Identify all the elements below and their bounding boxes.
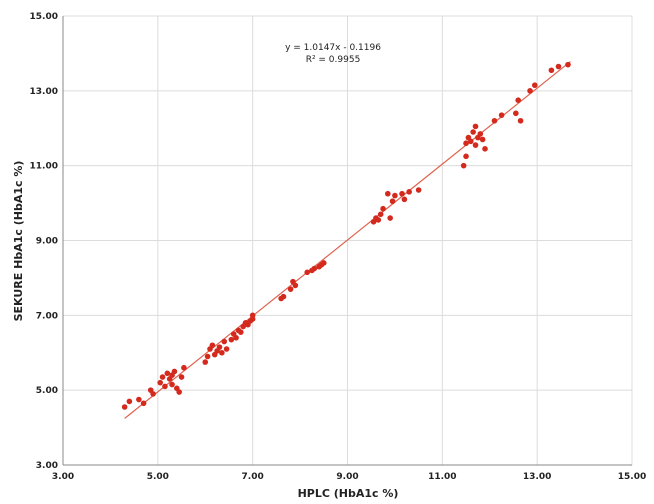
x-tick-label: 15.00 (618, 472, 646, 482)
data-point (513, 110, 519, 117)
data-point (470, 129, 476, 135)
x-tick-label: 13.00 (523, 472, 551, 482)
data-point (202, 359, 209, 365)
y-tick-label: 13.00 (30, 87, 58, 97)
data-point (375, 217, 382, 223)
data-point (136, 396, 142, 403)
data-point (548, 67, 555, 74)
data-point (311, 265, 318, 272)
data-point (477, 131, 484, 137)
y-tick-label: 9.00 (36, 237, 58, 247)
data-point (249, 312, 256, 319)
data-point (233, 334, 239, 341)
data-point (406, 189, 412, 195)
data-point (479, 136, 486, 143)
data-point (140, 400, 147, 407)
y-axis-label: SEKURE HbA1c (HbA1c %) (12, 161, 25, 322)
data-point (555, 63, 562, 70)
data-point (472, 142, 479, 148)
data-point (565, 61, 571, 68)
data-point (498, 112, 505, 118)
data-point (223, 346, 230, 352)
data-point (121, 404, 128, 410)
data-point (162, 383, 168, 390)
y-tick-label: 11.00 (30, 162, 58, 172)
x-tick-label: 11.00 (428, 472, 456, 482)
y-tick-label: 7.00 (36, 311, 58, 321)
data-point (527, 88, 533, 94)
data-point (280, 293, 287, 300)
data-point (482, 146, 488, 152)
data-point (463, 153, 469, 160)
data-point (181, 364, 187, 371)
data-point (287, 286, 294, 292)
data-point (292, 282, 299, 289)
y-tick-label: 15.00 (30, 12, 58, 22)
data-points (121, 61, 571, 410)
data-point (219, 349, 225, 356)
data-point (320, 260, 327, 266)
data-point (216, 344, 223, 350)
data-point (399, 190, 405, 197)
x-axis-label: HPLC (HbA1c %) (298, 487, 399, 500)
data-point (463, 140, 469, 147)
x-tick-label: 5.00 (147, 472, 169, 482)
axes (62, 16, 632, 466)
y-tick-label: 3.00 (36, 461, 58, 471)
data-point (531, 82, 538, 89)
data-point (385, 190, 391, 197)
data-point (164, 370, 171, 377)
data-point (126, 398, 133, 405)
data-point (491, 117, 498, 124)
data-point (380, 205, 386, 212)
data-point (517, 117, 524, 124)
gridlines (62, 15, 633, 466)
data-point (204, 353, 211, 360)
x-tick-label: 3.00 (52, 472, 74, 482)
data-point (221, 338, 228, 345)
data-point (157, 379, 164, 386)
y-tick-label: 5.00 (36, 386, 58, 396)
data-point (176, 389, 182, 395)
data-point (389, 198, 396, 205)
data-point (377, 211, 384, 218)
data-point (460, 162, 467, 169)
data-point (515, 97, 521, 103)
data-point (401, 196, 408, 203)
equation-annotation: y = 1.0147x - 0.1196 (285, 43, 381, 53)
data-point (238, 329, 244, 335)
data-point (209, 342, 216, 349)
data-point (159, 374, 166, 380)
data-point (472, 123, 479, 130)
data-point (392, 192, 398, 199)
r-squared-annotation: R² = 0.9955 (306, 55, 361, 65)
data-point (171, 368, 178, 375)
y-tick-labels: 3.00 5.00 7.00 9.00 11.00 13.00 15.00 (30, 12, 58, 471)
x-tick-label: 7.00 (242, 472, 264, 482)
data-point (415, 187, 422, 193)
data-point (150, 391, 156, 397)
data-point (467, 138, 474, 145)
data-point (178, 374, 185, 380)
data-point (228, 336, 235, 343)
x-tick-label: 9.00 (336, 472, 358, 482)
data-point (387, 215, 393, 221)
data-point (169, 381, 175, 388)
x-tick-labels: 3.00 5.00 7.00 9.00 11.00 13.00 15.00 (52, 472, 646, 482)
data-point (304, 269, 310, 276)
